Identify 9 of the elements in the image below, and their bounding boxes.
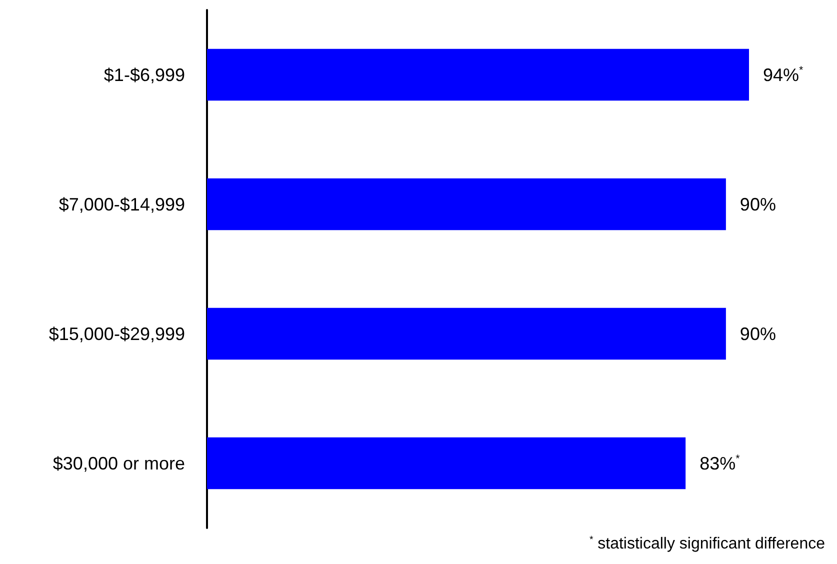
y-tick-label: $30,000 or more xyxy=(52,453,185,474)
data-label: 83%* xyxy=(700,452,741,474)
data-label: 90% xyxy=(740,324,776,344)
y-tick-label: $7,000-$14,999 xyxy=(58,194,185,214)
data-label: 94%* xyxy=(763,64,804,85)
y-tick-label: $15,000-$29,999 xyxy=(48,324,185,344)
text: * statistically significant difference xyxy=(589,534,826,552)
y-tick-label: $1-$6,999 xyxy=(104,64,185,85)
data-label: 90% xyxy=(740,194,776,214)
